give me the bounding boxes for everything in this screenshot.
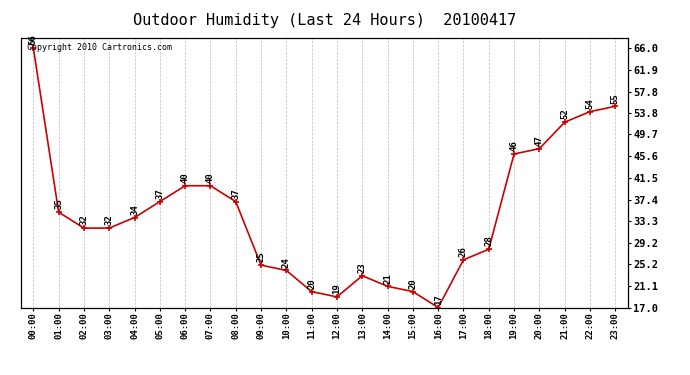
Text: 20: 20 [307, 278, 316, 289]
Text: 46: 46 [509, 141, 519, 151]
Text: 26: 26 [459, 246, 468, 257]
Text: 19: 19 [333, 284, 342, 294]
Text: 21: 21 [383, 273, 392, 284]
Text: 52: 52 [560, 109, 569, 119]
Text: 20: 20 [408, 278, 417, 289]
Text: 37: 37 [231, 188, 240, 199]
Text: 28: 28 [484, 236, 493, 246]
Text: 54: 54 [585, 98, 595, 109]
Text: 37: 37 [155, 188, 164, 199]
Text: 25: 25 [257, 252, 266, 262]
Text: Copyright 2010 Cartronics.com: Copyright 2010 Cartronics.com [27, 43, 172, 52]
Text: 35: 35 [54, 199, 63, 209]
Text: 23: 23 [357, 262, 367, 273]
Text: 32: 32 [79, 214, 88, 225]
Text: 47: 47 [535, 135, 544, 146]
Text: 24: 24 [282, 257, 291, 268]
Text: 34: 34 [130, 204, 139, 215]
Text: 17: 17 [433, 294, 443, 305]
Text: 66: 66 [29, 34, 38, 45]
Text: 55: 55 [611, 93, 620, 104]
Text: Outdoor Humidity (Last 24 Hours)  20100417: Outdoor Humidity (Last 24 Hours) 2010041… [132, 13, 516, 28]
Text: 40: 40 [181, 172, 190, 183]
Text: 32: 32 [105, 214, 114, 225]
Text: 40: 40 [206, 172, 215, 183]
